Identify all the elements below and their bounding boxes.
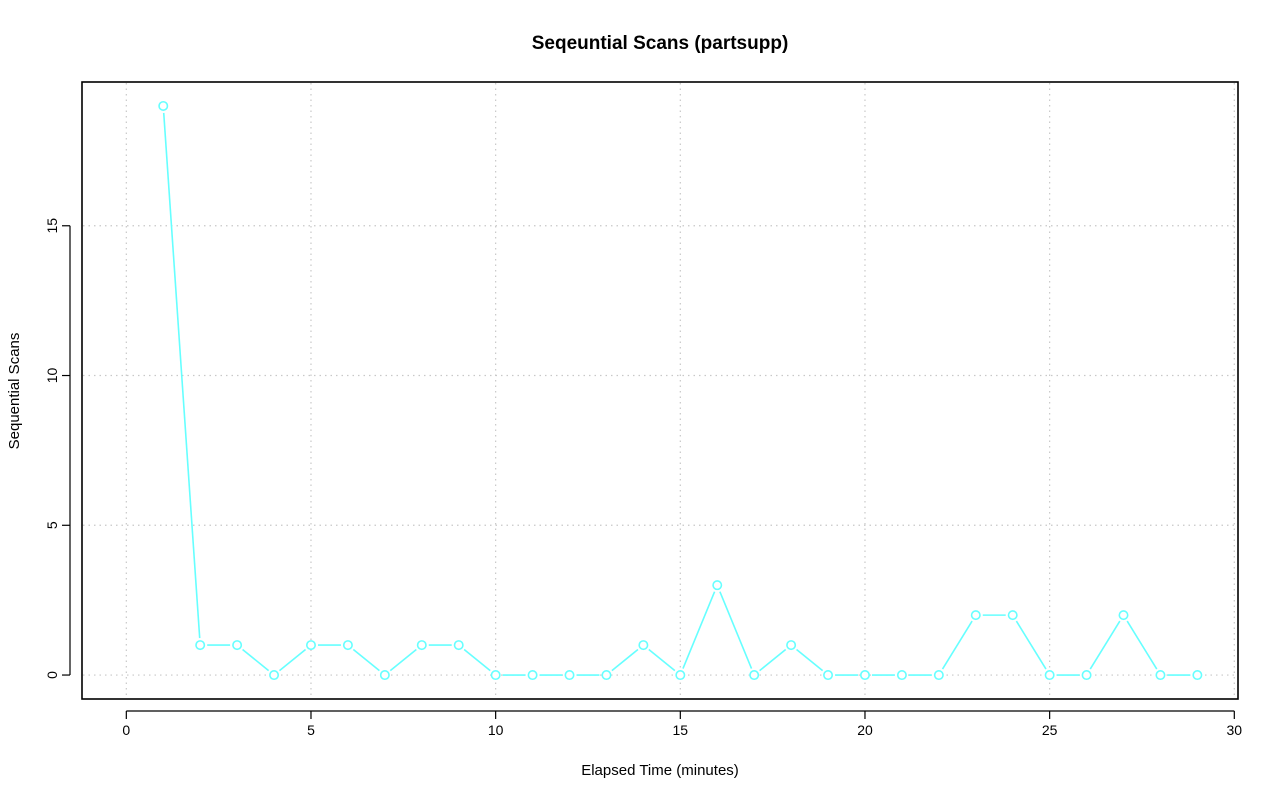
x-tick-label: 20 xyxy=(857,722,873,738)
series-line-segment xyxy=(278,648,307,672)
data-point xyxy=(232,640,243,651)
data-point xyxy=(896,670,907,681)
x-tick-label: 10 xyxy=(488,722,504,738)
data-point xyxy=(379,670,390,681)
data-point xyxy=(158,100,169,111)
data-point xyxy=(416,640,427,651)
series-line-segment xyxy=(1089,620,1121,670)
series-line-segment xyxy=(796,648,824,672)
data-point xyxy=(195,640,206,651)
x-tick-label: 5 xyxy=(307,722,315,738)
y-tick-label: 5 xyxy=(44,521,60,529)
data-point xyxy=(527,670,538,681)
y-axis-label: Sequential Scans xyxy=(6,333,23,450)
data-point xyxy=(859,670,870,681)
x-axis: 0 5 10 15 20 25 30 xyxy=(122,710,1243,738)
data-point xyxy=(786,640,797,651)
series-line-segment xyxy=(162,112,201,639)
y-tick-label: 0 xyxy=(44,671,60,679)
x-axis-label: Elapsed Time (minutes) xyxy=(581,762,739,779)
series-line-segment xyxy=(719,591,753,669)
data-point xyxy=(1192,670,1203,681)
series-line-segment xyxy=(682,591,716,669)
data-point xyxy=(342,640,353,651)
plot-frame xyxy=(81,81,1239,700)
x-tick-label: 25 xyxy=(1042,722,1058,738)
data-point xyxy=(675,670,686,681)
data-point xyxy=(601,670,612,681)
x-tick-label: 30 xyxy=(1227,722,1243,738)
series-line-segment xyxy=(463,648,491,672)
data-point xyxy=(1118,610,1129,621)
y-tick-label: 10 xyxy=(44,368,60,384)
series-line-segment xyxy=(759,648,787,672)
series-line-segment xyxy=(242,648,270,672)
data-point xyxy=(1044,670,1055,681)
x-tick-label: 0 xyxy=(122,722,130,738)
series-line-segment xyxy=(389,648,417,672)
grid xyxy=(83,83,1237,698)
data-point xyxy=(712,580,723,591)
data-point xyxy=(1081,670,1092,681)
series-layer xyxy=(158,100,1203,681)
y-tick-label: 15 xyxy=(44,218,60,234)
series-line-segment xyxy=(648,648,676,672)
series-line-segment xyxy=(352,648,380,672)
series-line-segment xyxy=(941,620,973,670)
data-point xyxy=(453,640,464,651)
data-point xyxy=(970,610,981,621)
series-line-segment xyxy=(1015,620,1047,670)
data-point xyxy=(823,670,834,681)
data-point xyxy=(1007,610,1018,621)
series-line-segment xyxy=(611,648,639,672)
x-tick-label: 15 xyxy=(673,722,689,738)
chart-title: Seqeuntial Scans (partsupp) xyxy=(532,33,789,54)
data-point xyxy=(564,670,575,681)
data-point xyxy=(749,670,760,681)
data-point xyxy=(933,670,944,681)
data-point xyxy=(269,670,280,681)
data-point xyxy=(638,640,649,651)
data-point xyxy=(305,640,316,651)
y-axis: 0 5 10 15 xyxy=(44,218,71,679)
data-point xyxy=(490,670,501,681)
series-line-segment xyxy=(1126,620,1158,670)
data-point xyxy=(1155,670,1166,681)
